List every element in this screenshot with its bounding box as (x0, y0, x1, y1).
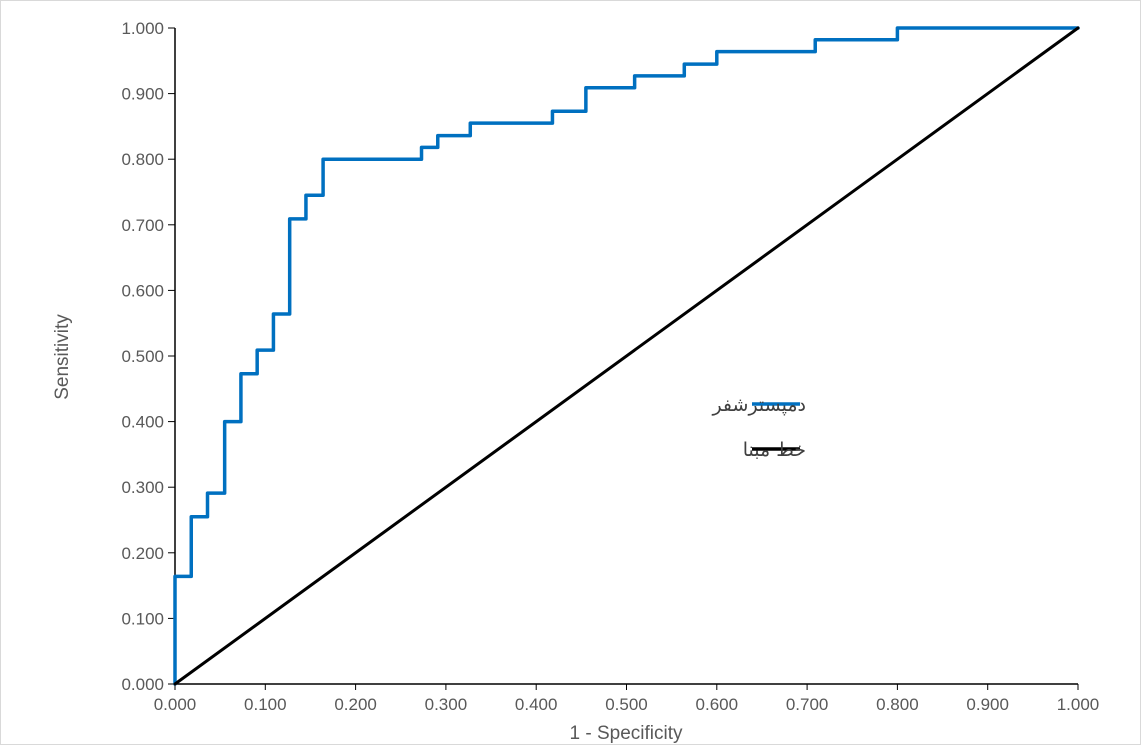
x-tick-label: 1.000 (1057, 695, 1100, 714)
series-line-2 (173, 26, 1080, 686)
axis-layer (174, 28, 1078, 685)
x-tick-label: 0.100 (244, 695, 287, 714)
y-tick-label: 0.900 (121, 85, 164, 104)
y-tick-label: 0.800 (121, 150, 164, 169)
x-tick-label: 0.900 (966, 695, 1009, 714)
series-line-1 (173, 26, 1080, 686)
legend-label-series-1: دمپسترشفر (711, 394, 806, 416)
y-tick-label: 0.100 (121, 609, 164, 628)
x-axis-title: 1 - Specificity (570, 723, 683, 744)
y-tick-label: 0.400 (121, 413, 164, 432)
y-tick-label: 1.000 (121, 19, 164, 38)
tick-layer: 0.000 0.100 0.200 0.300 0.400 0.500 0.600 0.700… (121, 19, 1099, 714)
legend-label-series-2: خط مبنا (743, 439, 806, 461)
y-tick-label: 0.200 (121, 544, 164, 563)
y-axis-title: Sensitivity (52, 314, 73, 400)
x-tick-label: 0.500 (605, 695, 648, 714)
x-tick-label: 0.600 (696, 695, 739, 714)
x-tick-label: 0.000 (154, 695, 197, 714)
x-tick-label: 0.300 (425, 695, 468, 714)
y-tick-label: 0.600 (121, 281, 164, 300)
y-tick-label: 0.000 (121, 675, 164, 694)
legend: دمپسترشفر خط مبنا (711, 394, 806, 461)
x-tick-label: 0.800 (876, 695, 919, 714)
x-tick-label: 0.400 (515, 695, 558, 714)
y-tick-label: 0.700 (121, 216, 164, 235)
x-tick-label: 0.700 (786, 695, 829, 714)
y-tick-label: 0.500 (121, 347, 164, 366)
x-tick-label: 0.200 (334, 695, 377, 714)
series-layer (173, 26, 1080, 686)
y-tick-label: 0.300 (121, 478, 164, 497)
